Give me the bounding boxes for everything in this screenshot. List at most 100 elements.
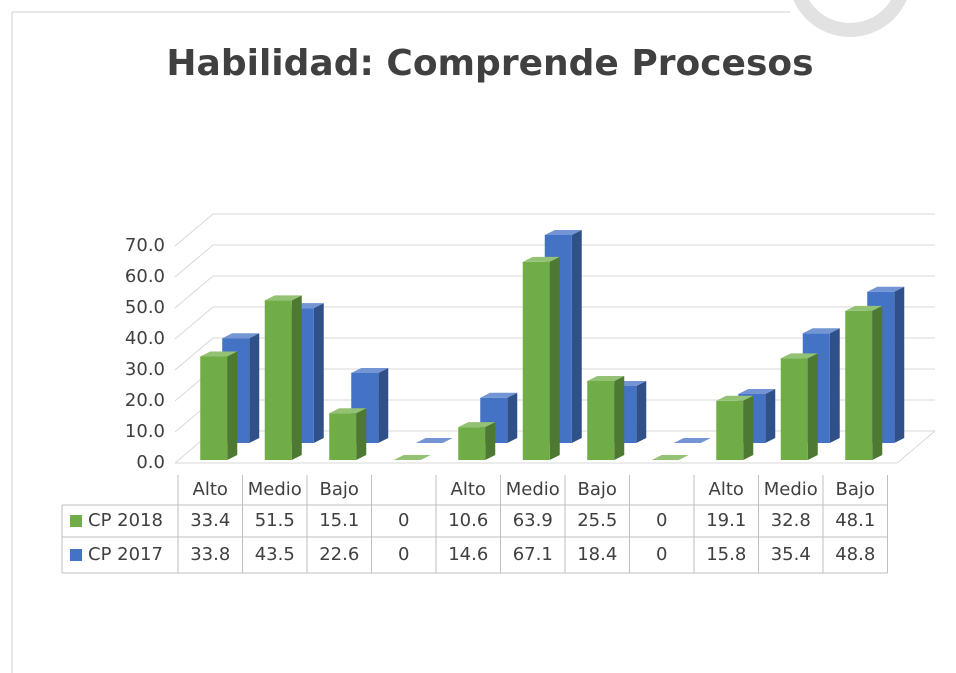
x-tick-label: Medio (248, 479, 302, 500)
bar-side (227, 351, 238, 460)
bar-side (549, 256, 560, 460)
bar-top (264, 295, 302, 301)
legend-label: CP 2017 (88, 544, 163, 565)
bar (651, 455, 689, 460)
bar-front (264, 300, 292, 460)
bar-top (845, 305, 883, 311)
bar-top (780, 353, 818, 359)
x-tick-label: Bajo (578, 479, 617, 500)
bar (329, 408, 367, 460)
x-tick-label: Medio (764, 479, 818, 500)
y-tick-label: 30.0 (125, 359, 165, 380)
table-value: 10.6 (448, 510, 488, 531)
bar-side (872, 305, 883, 460)
bar-side (743, 395, 754, 460)
table-value: 15.8 (706, 544, 746, 565)
bar-top (329, 408, 367, 414)
grid-line (174, 337, 214, 371)
y-tick-label: 0.0 (136, 452, 165, 473)
grid-line (174, 275, 214, 309)
y-tick-label: 10.0 (125, 421, 165, 442)
bar-top (415, 438, 453, 443)
bar-top (522, 256, 560, 262)
table-value: 25.5 (577, 510, 617, 531)
bar-side (485, 422, 496, 460)
y-tick-label: 50.0 (125, 297, 165, 318)
bar-top (738, 389, 776, 395)
bar-front (458, 427, 486, 460)
bar-side (829, 328, 840, 443)
decoration (793, 0, 907, 37)
bar-front (200, 356, 228, 460)
bar (673, 438, 711, 443)
bar-top (200, 351, 238, 357)
bar-top (458, 422, 496, 428)
bar-top (673, 438, 711, 443)
bar-front (780, 358, 808, 460)
table-value: 22.6 (319, 544, 359, 565)
bar (200, 351, 238, 460)
bar-side (614, 375, 625, 460)
x-tick-label: Alto (193, 479, 228, 500)
bar-side (765, 389, 776, 443)
table-value: 19.1 (706, 510, 746, 531)
y-tick-label: 40.0 (125, 328, 165, 349)
table-value: 0 (656, 544, 667, 565)
bar-side (507, 392, 518, 443)
table-value: 14.6 (448, 544, 488, 565)
y-tick-label: 60.0 (125, 266, 165, 287)
table-value: 32.8 (771, 510, 811, 531)
bar-side (807, 353, 818, 460)
bar-side (249, 333, 260, 443)
bar-top (587, 375, 625, 381)
table-value: 43.5 (255, 544, 295, 565)
bar-top (222, 333, 260, 339)
legend-key (70, 515, 82, 527)
legend-label: CP 2018 (88, 510, 163, 531)
bar-top (544, 229, 582, 235)
table-value: 48.8 (835, 544, 875, 565)
bar-top (351, 367, 389, 373)
legend-key (70, 549, 82, 561)
x-tick-label: Bajo (836, 479, 875, 500)
y-tick-label: 20.0 (125, 390, 165, 411)
bar-top (802, 328, 840, 334)
bar (845, 305, 883, 460)
bar-front (329, 413, 357, 460)
x-tick-label: Bajo (320, 479, 359, 500)
bar-top (393, 455, 431, 460)
x-tick-label: Alto (451, 479, 486, 500)
bar-side (894, 286, 905, 443)
bar-side (571, 229, 582, 443)
bar-front (522, 261, 550, 460)
table-value: 0 (398, 544, 409, 565)
bar-top (480, 392, 518, 398)
table-value: 51.5 (255, 510, 295, 531)
bar (522, 256, 560, 460)
bar (587, 375, 625, 460)
bar-top (867, 286, 905, 292)
bar (716, 395, 754, 460)
bar-side (313, 303, 324, 443)
x-tick-label: Alto (709, 479, 744, 500)
bar-side (291, 295, 302, 460)
table-value: 67.1 (513, 544, 553, 565)
floor-edge (896, 430, 936, 464)
grid-line (174, 213, 214, 247)
bar-side (378, 367, 389, 443)
table-value: 48.1 (835, 510, 875, 531)
grid-line (174, 244, 214, 278)
bar (415, 438, 453, 443)
y-tick-label: 70.0 (125, 235, 165, 256)
table-value: 0 (398, 510, 409, 531)
bar-front (716, 400, 744, 460)
table-value: 33.8 (190, 544, 230, 565)
bar-top (651, 455, 689, 460)
table-value: 63.9 (513, 510, 553, 531)
bar (264, 295, 302, 460)
bar (780, 353, 818, 460)
table-value: 0 (656, 510, 667, 531)
bar-side (636, 380, 647, 443)
bar-side (356, 408, 367, 460)
